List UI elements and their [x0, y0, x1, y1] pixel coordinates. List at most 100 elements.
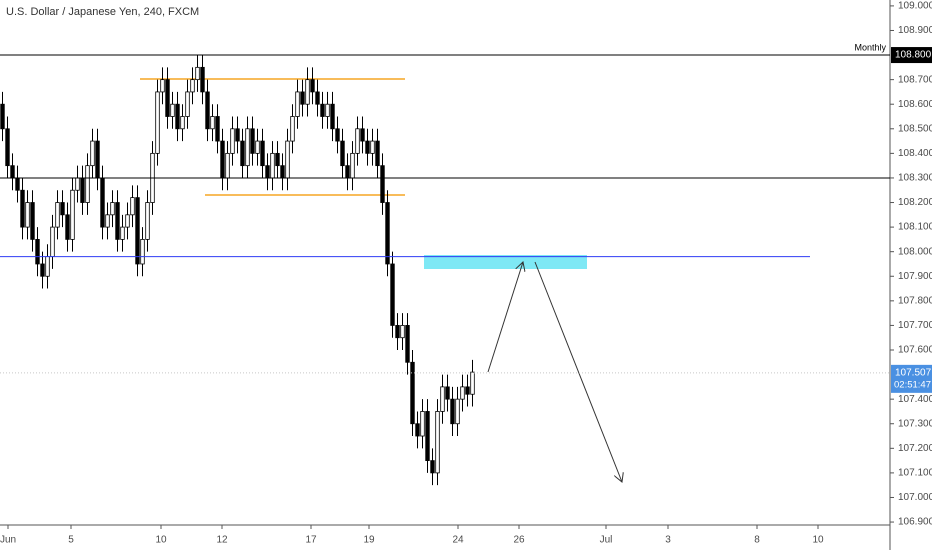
candle-body	[415, 423, 420, 437]
candle-body	[250, 128, 255, 154]
candle-body	[125, 214, 130, 228]
candle-body	[90, 140, 95, 167]
candle-body	[95, 140, 100, 179]
candle-body	[85, 165, 90, 203]
candle-body	[470, 371, 475, 395]
candle-body	[140, 238, 145, 265]
candle-body	[235, 128, 240, 142]
candle-body	[80, 177, 85, 203]
y-tick-label: 108.500	[898, 123, 932, 134]
candle-body	[410, 361, 415, 425]
candle-body	[320, 103, 325, 117]
candle-body	[45, 256, 50, 277]
resistance-zone	[424, 255, 587, 269]
x-tick-label: Jul	[600, 535, 613, 546]
candle-body	[285, 140, 290, 179]
candle-body	[65, 214, 70, 240]
y-tick-label: 107.300	[898, 418, 932, 429]
y-tick-label: 107.700	[898, 320, 932, 331]
candle-body	[345, 165, 350, 179]
x-tick-label: 12	[216, 535, 228, 546]
candle-body	[355, 128, 360, 154]
x-tick-label: 10	[155, 535, 167, 546]
y-tick-label: 109.000	[898, 1, 932, 12]
y-tick-label: 107.800	[898, 295, 932, 306]
y-tick-label: 107.600	[898, 345, 932, 356]
candle-body	[165, 79, 170, 117]
y-tick-label: 108.300	[898, 173, 932, 184]
candle-body	[435, 411, 440, 474]
y-tick-label: 108.200	[898, 197, 932, 208]
candle-body	[30, 202, 35, 240]
y-tick-label: 108.900	[898, 25, 932, 36]
candle-body	[305, 79, 310, 105]
candle-body	[365, 140, 370, 154]
candle-body	[220, 140, 225, 179]
candle-body	[425, 411, 430, 462]
candle-body	[395, 325, 400, 339]
candle-body	[325, 103, 330, 117]
candle-body	[160, 79, 165, 93]
y-tick-label: 108.700	[898, 74, 932, 85]
y-tick-label: 107.200	[898, 443, 932, 454]
candle-body	[210, 116, 215, 130]
candle-body	[290, 116, 295, 142]
candle-body	[405, 325, 410, 363]
candle-body	[135, 197, 140, 265]
countdown: 02:51:47	[894, 379, 931, 390]
arrow-down	[534, 261, 622, 482]
y-tick-label: 108.600	[898, 99, 932, 110]
candle-body	[0, 103, 5, 130]
arrow-up	[487, 262, 523, 373]
candle-body	[225, 152, 230, 179]
candle-body	[265, 165, 270, 179]
x-tick-label: 3	[665, 535, 671, 546]
candle-body	[100, 177, 105, 228]
candle-body	[195, 66, 200, 81]
candle-body	[310, 79, 315, 93]
y-tick-label: 107.100	[898, 468, 932, 479]
candle-body	[380, 165, 385, 203]
candle-body	[145, 202, 150, 240]
candle-body	[35, 238, 40, 265]
candle-body	[465, 386, 470, 395]
candle-body	[460, 386, 465, 400]
candle-body	[120, 226, 125, 240]
candle-body	[215, 116, 220, 142]
x-tick-label: 17	[305, 535, 317, 546]
candle-body	[240, 140, 245, 167]
candle-body	[400, 325, 405, 339]
candle-body	[40, 263, 45, 277]
candle-body	[130, 197, 135, 216]
candle-body	[275, 152, 280, 167]
price-label: 108.800	[895, 50, 932, 61]
candle-body	[295, 91, 300, 117]
candle-body	[390, 263, 395, 326]
candle-body	[110, 202, 115, 216]
x-tick-label: 19	[363, 535, 375, 546]
price-label-box	[891, 47, 932, 64]
y-tick-label: 108.000	[898, 246, 932, 257]
candle-body	[335, 128, 340, 142]
price-line-label: Monthly	[854, 42, 886, 52]
candle-body	[450, 398, 455, 425]
y-tick-label: 107.400	[898, 394, 932, 405]
candle-body	[230, 128, 235, 154]
candle-body	[360, 128, 365, 142]
x-tick-label: 26	[513, 535, 525, 546]
candle-body	[75, 177, 80, 191]
last-price-box	[891, 364, 932, 393]
candle-body	[455, 398, 460, 425]
candle-body	[330, 103, 335, 130]
candle-body	[420, 411, 425, 437]
candle-body	[205, 91, 210, 130]
candle-body	[245, 128, 250, 167]
x-tick-label: 5	[68, 535, 74, 546]
candle-body	[50, 226, 55, 258]
candle-body	[55, 202, 60, 228]
candle-body	[15, 177, 20, 191]
candle-body	[260, 140, 265, 167]
y-tick-label: 107.900	[898, 271, 932, 282]
candle-body	[105, 214, 110, 228]
